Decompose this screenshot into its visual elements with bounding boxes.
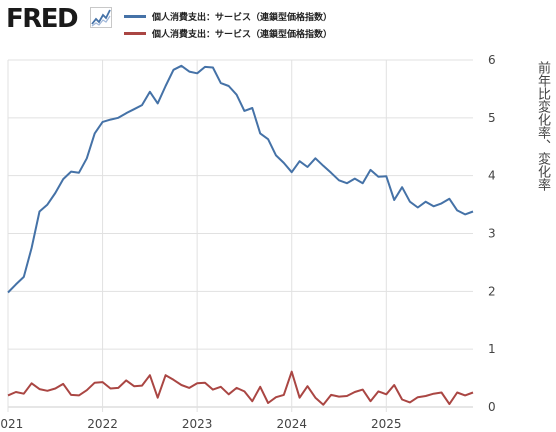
- y-tick-label: 1: [488, 342, 496, 356]
- y-tick-label: 3: [488, 227, 496, 241]
- y-tick-label: 4: [488, 169, 496, 183]
- grid-lines: [7, 59, 473, 412]
- legend-swatch-series-2: [124, 31, 146, 35]
- y-tick-label: 2: [488, 284, 496, 298]
- series-line-1[interactable]: [7, 64, 474, 294]
- y-tick-label: 5: [488, 111, 496, 125]
- y-tick-label: 6: [488, 53, 496, 67]
- legend-label-series-1: 個人消費支出：サービス（連鎖型価格指数）: [152, 12, 333, 23]
- legend-item-series-2[interactable]: 個人消費支出：サービス（連鎖型価格指数）: [124, 26, 332, 40]
- series-lines: [7, 64, 474, 406]
- y-axis-title: 前年比変化率、変化率: [535, 61, 550, 191]
- chart-header: FRED 個人消費支出：サービス（連鎖型価格指数） 個人消費支出：サービス（連鎖…: [0, 0, 556, 50]
- x-tick-label: 2025: [371, 417, 402, 431]
- trend-line-chart-icon: [90, 7, 112, 28]
- x-tick-label: 2021: [0, 417, 23, 431]
- legend-label-series-2: 個人消費支出：サービス（連鎖型価格指数）: [152, 29, 333, 40]
- x-axis-tick-labels: 2021 2022 2023 2024 2025: [0, 417, 402, 431]
- fred-logo[interactable]: FRED: [6, 4, 79, 34]
- x-tick-label: 2023: [182, 417, 213, 431]
- series-line-2[interactable]: [7, 370, 474, 406]
- legend-item-series-1[interactable]: 個人消費支出：サービス（連鎖型価格指数）: [124, 9, 332, 23]
- legend-swatch-series-1: [124, 14, 146, 18]
- x-tick-label: 2022: [87, 417, 118, 431]
- y-axis-tick-labels: 0 1 2 3 4 5 6: [488, 53, 496, 414]
- y-tick-label: 0: [488, 400, 496, 414]
- x-tick-label: 2024: [276, 417, 307, 431]
